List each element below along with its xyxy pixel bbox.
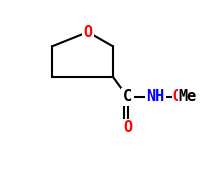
Text: O: O: [123, 120, 132, 135]
Text: O: O: [83, 25, 92, 40]
Text: NH: NH: [146, 89, 165, 104]
Text: C: C: [123, 89, 132, 104]
Text: O: O: [173, 89, 182, 104]
Text: Me: Me: [179, 89, 197, 104]
